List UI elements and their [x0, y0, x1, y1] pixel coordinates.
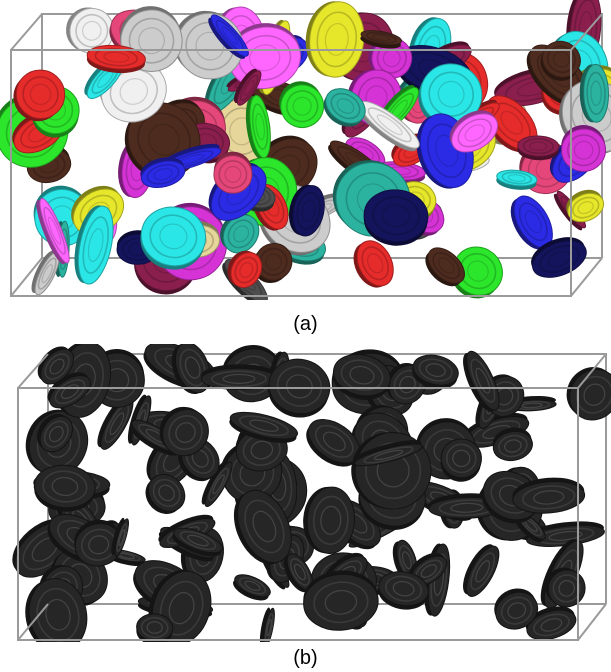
particle	[259, 607, 275, 642]
particle	[418, 63, 483, 128]
particle	[97, 396, 134, 450]
particle	[425, 247, 465, 287]
particle	[360, 30, 403, 49]
particle	[233, 489, 292, 565]
particle	[463, 350, 500, 412]
particle	[449, 110, 499, 153]
panel-a-colored-particles	[0, 0, 611, 300]
particle	[566, 367, 611, 421]
particle	[252, 242, 293, 284]
particle	[200, 364, 278, 390]
particle	[233, 68, 262, 106]
box-front-edges	[10, 13, 603, 297]
particle	[228, 23, 302, 90]
particle	[305, 1, 365, 78]
particle	[412, 354, 459, 390]
particle	[34, 464, 96, 512]
particle	[31, 250, 60, 296]
particle	[306, 419, 361, 467]
particle	[208, 14, 249, 59]
particle	[353, 240, 394, 288]
particle	[492, 427, 533, 462]
particle	[378, 571, 429, 610]
particle	[268, 358, 331, 418]
particle	[86, 44, 146, 73]
particle	[25, 578, 88, 642]
box-edge	[577, 603, 607, 641]
box-edge	[10, 13, 43, 51]
particles-group	[0, 0, 611, 300]
particle	[172, 527, 223, 557]
particle	[229, 411, 298, 443]
box-edge	[570, 13, 603, 51]
particle	[140, 206, 207, 270]
packing-render-dark	[12, 344, 611, 642]
box-front-edge	[10, 49, 572, 297]
box-edge	[17, 603, 49, 641]
caption-b: (b)	[293, 647, 318, 669]
particle	[233, 574, 271, 601]
packing-render-colored	[0, 0, 611, 300]
particle	[303, 486, 355, 554]
particle	[496, 169, 538, 190]
particle	[494, 588, 539, 630]
caption-a: (a)	[293, 313, 318, 335]
particle	[213, 151, 253, 194]
particle	[450, 246, 503, 299]
particle	[363, 189, 429, 246]
particle	[545, 567, 586, 608]
particles-group	[12, 344, 611, 642]
panel-b-dark-particles	[0, 344, 611, 642]
box-edge	[17, 353, 49, 389]
particle	[288, 184, 325, 237]
particle	[561, 125, 607, 172]
particle	[517, 135, 560, 161]
particle	[525, 606, 577, 641]
particle	[566, 189, 605, 223]
particle	[463, 544, 500, 597]
box-edge	[10, 257, 43, 297]
particle	[136, 613, 174, 642]
particle	[66, 7, 115, 54]
particle	[36, 413, 73, 453]
particle	[279, 81, 325, 129]
particle	[111, 517, 129, 557]
particle	[227, 250, 263, 289]
particle	[512, 477, 586, 514]
particle	[283, 553, 314, 593]
particle	[353, 440, 423, 467]
particle	[220, 212, 260, 254]
particle	[140, 157, 186, 189]
particle	[357, 101, 420, 152]
particle	[74, 205, 114, 285]
particle	[332, 353, 392, 400]
particle	[245, 94, 271, 159]
particle	[145, 474, 186, 515]
box-front-edge	[17, 387, 579, 641]
particle	[13, 69, 66, 122]
particle	[36, 197, 70, 265]
box-front-edges	[17, 353, 607, 641]
box-edge	[570, 257, 603, 297]
particle	[440, 438, 482, 482]
box-edge	[577, 353, 607, 389]
particle	[323, 88, 366, 127]
particle	[579, 63, 610, 123]
particle	[303, 570, 379, 631]
particle	[159, 406, 209, 457]
particle	[201, 460, 233, 507]
